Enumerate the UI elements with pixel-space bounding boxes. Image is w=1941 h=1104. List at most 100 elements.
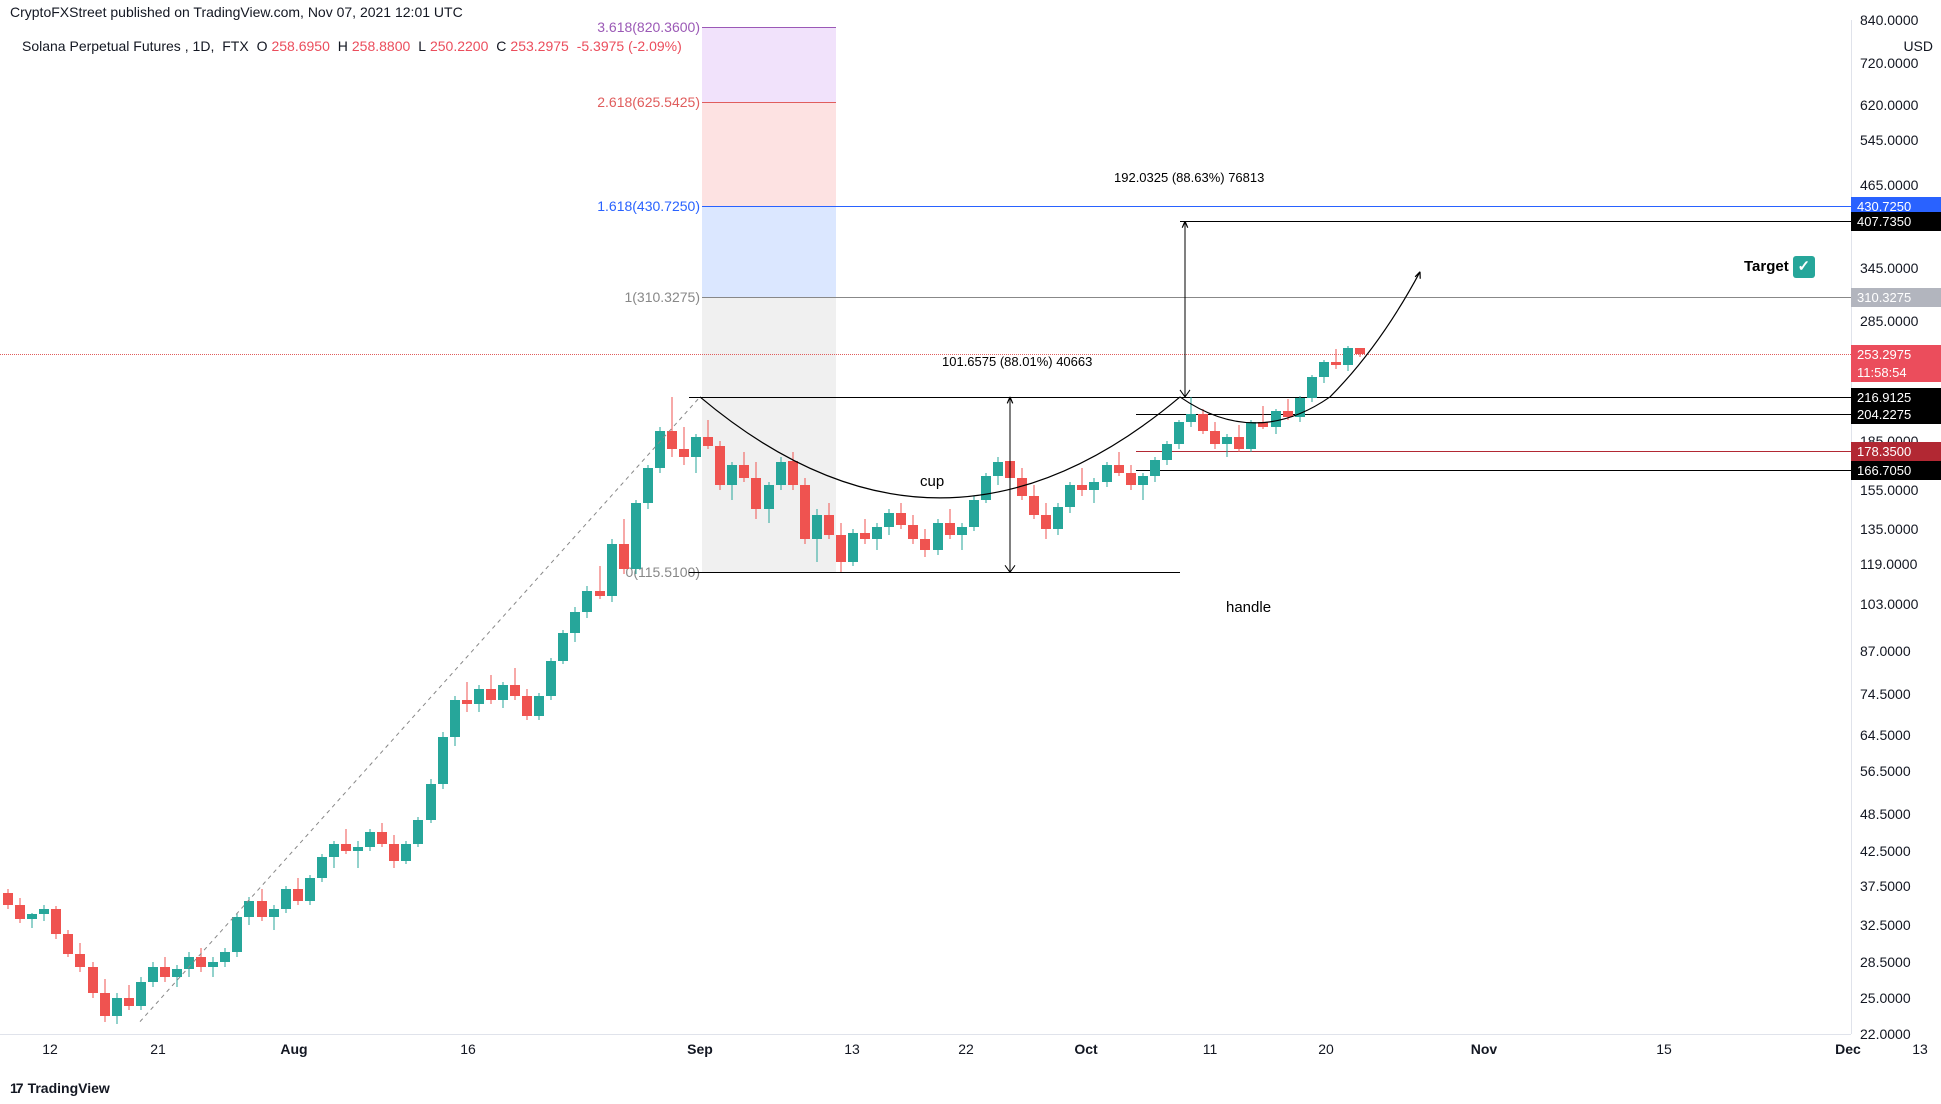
candle — [1162, 441, 1172, 465]
price-tag: 407.7350 — [1851, 212, 1941, 231]
candle — [776, 457, 786, 491]
fib-label: 1.618(430.7250) — [597, 198, 700, 214]
fib-line — [702, 102, 836, 103]
candle — [341, 829, 351, 854]
candle — [365, 829, 375, 851]
candle — [1258, 406, 1268, 430]
candle — [969, 496, 979, 531]
candle — [438, 732, 448, 789]
candle — [474, 685, 484, 712]
candle — [3, 889, 13, 908]
candle — [679, 427, 689, 465]
candle — [377, 823, 387, 848]
candle — [88, 962, 98, 998]
y-tick: 74.5000 — [1860, 686, 1911, 702]
candle — [667, 397, 677, 457]
y-tick: 56.5000 — [1860, 763, 1911, 779]
candle — [836, 523, 846, 573]
horizontal-line — [1136, 414, 1851, 415]
candle — [232, 913, 242, 957]
horizontal-line — [1136, 470, 1851, 471]
candle — [1017, 468, 1027, 500]
candle — [595, 566, 605, 598]
candle — [244, 897, 254, 925]
candle — [1065, 482, 1075, 513]
candle — [220, 948, 230, 967]
candle — [426, 779, 436, 823]
candle — [570, 607, 580, 642]
candle — [558, 630, 568, 665]
candle — [1077, 468, 1087, 496]
candle — [1029, 485, 1039, 519]
candle — [450, 696, 460, 745]
x-tick: 12 — [42, 1041, 58, 1057]
candle — [860, 519, 870, 544]
x-tick: 16 — [460, 1041, 476, 1057]
candle — [389, 835, 399, 868]
annotation: cup — [920, 473, 944, 490]
candle — [39, 905, 49, 921]
candle — [100, 979, 110, 1022]
price-tag: 166.7050 — [1851, 461, 1941, 480]
candle — [15, 898, 25, 922]
candle — [1198, 409, 1208, 434]
x-tick: 22 — [958, 1041, 974, 1057]
x-tick: 21 — [150, 1041, 166, 1057]
candle — [112, 993, 122, 1024]
candle — [1295, 396, 1305, 423]
y-tick: 135.0000 — [1860, 521, 1918, 537]
candle — [27, 913, 37, 928]
y-tick: 22.0000 — [1860, 1026, 1911, 1042]
candle — [293, 878, 303, 905]
candle — [184, 952, 194, 977]
y-tick: 155.0000 — [1860, 482, 1918, 498]
y-tick: 285.0000 — [1860, 313, 1918, 329]
horizontal-line — [689, 397, 1851, 398]
x-tick: 13 — [1912, 1041, 1928, 1057]
y-tick: 103.0000 — [1860, 596, 1918, 612]
annotation: handle — [1226, 599, 1271, 616]
y-tick: 545.0000 — [1860, 132, 1918, 148]
candle — [257, 889, 267, 921]
candle — [1222, 434, 1232, 457]
plot-area[interactable]: 0(115.5100)1(310.3275)1.618(430.7250)2.6… — [0, 20, 1851, 1034]
price-tag: 253.2975 — [1851, 345, 1941, 364]
chart-root: CryptoFXStreet published on TradingView.… — [0, 0, 1941, 1104]
candle — [534, 693, 544, 720]
candle — [281, 886, 291, 913]
y-tick: 119.0000 — [1860, 556, 1917, 572]
candle — [1271, 409, 1281, 434]
y-tick: 32.5000 — [1860, 917, 1911, 933]
candle — [160, 957, 170, 982]
tv-logo-text: TradingView — [28, 1080, 110, 1096]
candle — [1005, 452, 1015, 482]
candle — [462, 682, 472, 712]
horizontal-line — [1180, 221, 1851, 222]
y-tick: 37.5000 — [1860, 878, 1911, 894]
candle — [546, 658, 556, 700]
candle — [1307, 375, 1317, 402]
candle — [788, 452, 798, 491]
tradingview-logo: 17TradingView — [10, 1080, 110, 1096]
y-axis[interactable]: USD 840.0000720.0000620.0000545.0000465.… — [1851, 20, 1941, 1034]
candle — [1319, 360, 1329, 383]
candle — [872, 523, 882, 551]
candle — [172, 965, 182, 988]
y-tick: 345.0000 — [1860, 260, 1918, 276]
x-axis[interactable]: 1221Aug16Sep1322Oct1120Nov15Dec13 — [0, 1034, 1851, 1068]
y-tick: 48.5000 — [1860, 806, 1911, 822]
candle — [1234, 425, 1244, 452]
candle — [1186, 397, 1196, 427]
fib-label: 3.618(820.3600) — [597, 19, 700, 35]
candle — [739, 452, 749, 482]
fib-line — [702, 27, 836, 28]
candle — [1126, 465, 1136, 491]
candle — [908, 515, 918, 544]
candle — [305, 875, 315, 905]
candle — [896, 503, 906, 529]
candle — [401, 841, 411, 864]
candle — [703, 420, 713, 449]
candle — [607, 539, 617, 601]
candle — [933, 519, 943, 555]
candle — [208, 957, 218, 977]
